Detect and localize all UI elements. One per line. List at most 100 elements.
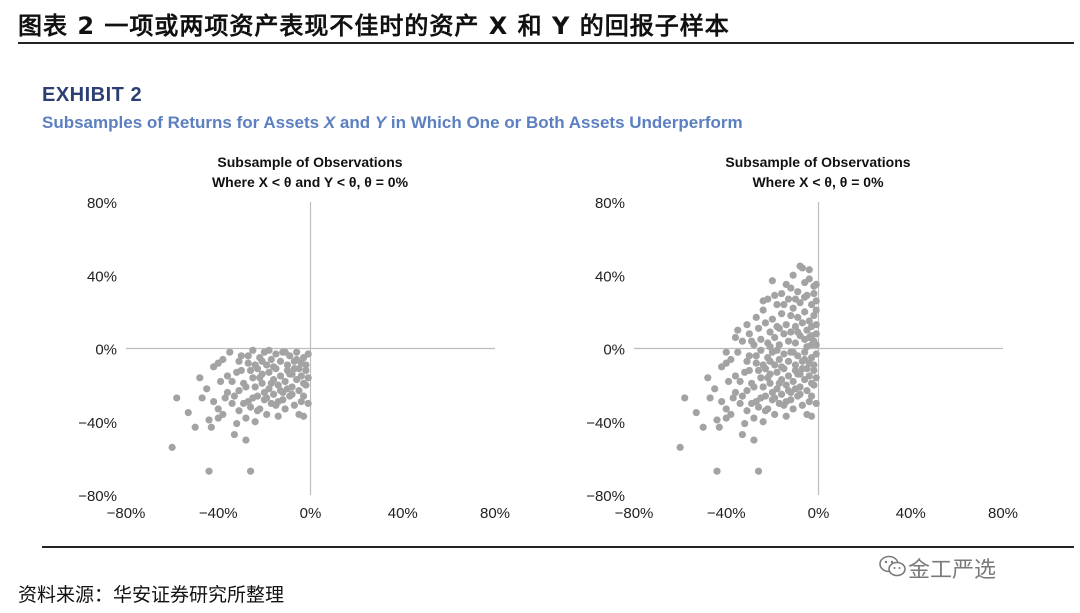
left-scatter-point xyxy=(267,355,275,364)
right-x-tick-label: 0% xyxy=(808,505,830,522)
right-scatter-point xyxy=(805,266,813,274)
right-scatter-point xyxy=(794,370,802,378)
right-scatter-point xyxy=(791,322,800,331)
watermark: 金工严选 xyxy=(908,558,997,583)
right-scatter-point xyxy=(741,368,749,376)
right-scatter-point xyxy=(752,359,760,367)
left-scatter-point xyxy=(270,363,278,371)
left-scatter-point xyxy=(270,390,278,398)
left-y-tick-label: 40% xyxy=(87,268,117,285)
left-scatter-point xyxy=(276,357,285,365)
right-scatter-point xyxy=(754,403,763,411)
left-scatter-point xyxy=(242,414,250,422)
left-scatter-point xyxy=(302,366,310,375)
left-scatter-point xyxy=(230,392,238,400)
left-scatter-point xyxy=(244,359,252,367)
left-scatter-point xyxy=(295,410,303,419)
right-scatter-point xyxy=(759,418,767,426)
right-scatter-point xyxy=(787,311,795,320)
left-scatter-point xyxy=(230,430,238,439)
left-scatter-point xyxy=(274,412,282,420)
left-scatter-point xyxy=(290,401,298,409)
right-scatter-point xyxy=(805,372,813,380)
left-scatter-point xyxy=(249,394,257,402)
subtitle-part3: in Which One or Both Assets Underperform xyxy=(386,113,743,132)
right-scatter-point xyxy=(761,319,770,327)
right-scatter-point xyxy=(681,394,689,402)
right-scatter-point xyxy=(803,387,811,395)
right-scatter-point xyxy=(766,343,774,351)
right-scatter-point xyxy=(718,398,726,406)
right-scatter-point xyxy=(803,343,811,351)
left-scatter-point xyxy=(260,388,268,397)
right-scatter-point xyxy=(738,430,746,439)
right-scatter-point xyxy=(794,288,802,296)
left-scatter-point xyxy=(246,403,255,411)
right-x-tick-label: 40% xyxy=(896,505,926,522)
left-scatter-point xyxy=(297,372,305,380)
right-scatter-point xyxy=(780,350,788,358)
left-scatter-point xyxy=(272,401,280,409)
right-y-tick-label: 0% xyxy=(603,342,625,359)
right-scatter-point xyxy=(801,293,809,301)
left-panel-title: Subsample of Observations Where X < θ an… xyxy=(160,152,460,192)
right-scatter-point xyxy=(768,277,776,285)
right-scatter-point xyxy=(805,275,813,283)
right-scatter-point xyxy=(699,423,707,431)
right-scatter-point xyxy=(731,333,740,342)
left-scatter-point xyxy=(267,379,275,387)
left-scatter-point xyxy=(258,357,266,365)
right-scatter-point xyxy=(789,405,797,413)
right-scatter-point xyxy=(778,310,786,318)
left-y-tick-label: 0% xyxy=(95,342,117,359)
right-scatter-point xyxy=(782,412,790,420)
left-scatter-point xyxy=(251,418,259,426)
right-scatter-point xyxy=(791,295,800,303)
right-scatter-point xyxy=(773,368,781,376)
left-panel-title-line1: Subsample of Observations xyxy=(217,154,403,170)
right-scatter-point xyxy=(784,295,793,303)
subtitle-part1: Subsamples of Returns for Assets xyxy=(42,113,324,132)
right-scatter-point xyxy=(745,330,753,338)
left-scatter-point xyxy=(295,387,303,395)
right-scatter-point xyxy=(807,392,816,400)
left-scatter-point xyxy=(244,352,252,360)
right-scatter-point xyxy=(734,348,742,356)
right-scatter-point xyxy=(743,407,751,415)
left-scatter-point xyxy=(297,359,305,367)
right-scatter-point xyxy=(731,388,740,397)
source-note: 资料来源：华安证券研究所整理 xyxy=(18,584,285,606)
left-scatter-point xyxy=(173,394,181,402)
left-scatter-point xyxy=(258,379,266,387)
right-scatter-point xyxy=(768,315,776,323)
left-scatter-point xyxy=(226,348,234,356)
left-scatter-point xyxy=(249,346,257,354)
right-scatter-point xyxy=(754,324,763,332)
right-scatter-point xyxy=(754,366,763,375)
right-scatter-point xyxy=(766,379,774,387)
left-scatter-point xyxy=(242,383,250,391)
right-scatter-point xyxy=(787,284,795,292)
right-scatter-point xyxy=(748,337,756,345)
right-scatter-point xyxy=(750,383,758,391)
left-scatter-point xyxy=(228,377,236,386)
right-scatter-point xyxy=(766,357,774,365)
right-scatter-point xyxy=(715,423,723,431)
left-x-tick-label: −40% xyxy=(199,505,238,522)
left-scatter-point xyxy=(221,394,229,402)
left-scatter-point xyxy=(283,361,292,369)
right-scatter-point xyxy=(789,377,797,386)
right-x-tick-label: −40% xyxy=(707,505,746,522)
right-scatter-point xyxy=(796,262,804,270)
right-scatter-point xyxy=(768,388,776,397)
right-scatter-point xyxy=(713,416,721,424)
left-x-tick-label: 80% xyxy=(480,505,510,522)
left-scatter-point xyxy=(219,410,227,419)
right-scatter-point xyxy=(771,394,779,402)
right-scatter-point xyxy=(750,436,758,444)
right-scatter-point xyxy=(748,399,756,408)
right-scatter-point xyxy=(805,359,813,367)
subtitle-y: Y xyxy=(374,113,387,132)
left-scatter-point xyxy=(207,423,215,431)
left-scatter-point xyxy=(233,368,241,376)
